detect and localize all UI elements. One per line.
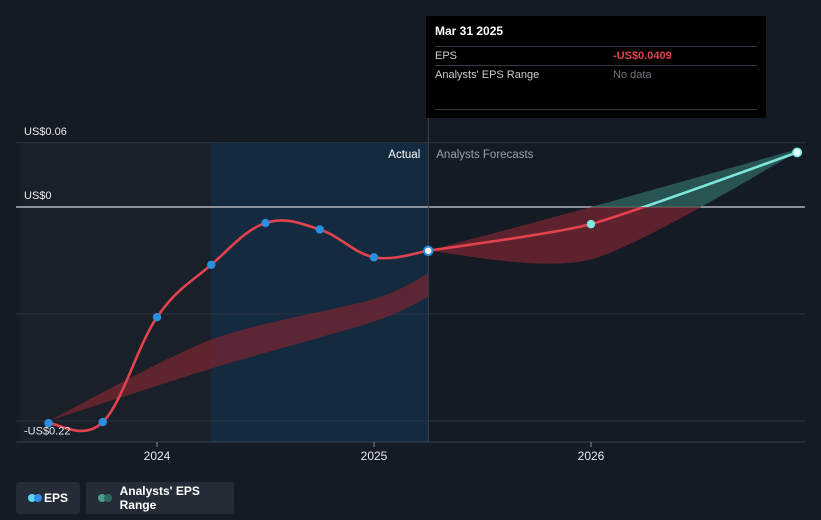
eps-points bbox=[44, 147, 803, 428]
eps-point bbox=[207, 260, 216, 269]
eps-line bbox=[47, 219, 430, 433]
y-axis-labels: US$0.06 US$0 -US$0.22 bbox=[24, 126, 70, 438]
tooltip-row-eps: EPS -US$0.0409 bbox=[435, 47, 757, 66]
tooltip-eps-value: -US$0.0409 bbox=[613, 50, 672, 62]
x-axis: 2024 2025 2026 bbox=[144, 442, 605, 463]
eps-forecast-point bbox=[586, 219, 596, 229]
x-tick-label: 2025 bbox=[361, 449, 388, 463]
y-axis-label: -US$0.22 bbox=[24, 425, 70, 437]
actual-label: Actual bbox=[388, 149, 420, 161]
eps-point-selected bbox=[423, 245, 434, 256]
tooltip-divider bbox=[435, 109, 757, 110]
forecast-label: Analysts Forecasts bbox=[436, 149, 533, 161]
eps-range-band bbox=[48, 273, 429, 421]
x-tick-label: 2024 bbox=[144, 449, 171, 463]
eps-point bbox=[98, 417, 107, 427]
y-axis-label: US$0 bbox=[24, 190, 52, 202]
legend-eps-range-label: Analysts' EPS Range bbox=[119, 484, 200, 512]
tooltip-range-value: No data bbox=[613, 69, 652, 81]
eps-point bbox=[261, 218, 270, 228]
tooltip-eps-label: EPS bbox=[435, 50, 458, 62]
eps-range-band-positive bbox=[591, 149, 798, 207]
tooltip-row-range: Analysts' EPS Range No data bbox=[435, 66, 757, 84]
tooltip-date: Mar 31 2025 bbox=[435, 24, 757, 47]
legend-eps-icon bbox=[28, 493, 42, 503]
eps-point bbox=[44, 418, 53, 428]
eps-point bbox=[315, 225, 324, 234]
legend-eps-label: EPS bbox=[43, 491, 68, 505]
eps-forecast-point bbox=[792, 147, 803, 158]
eps-point bbox=[369, 253, 379, 262]
legend-eps-range-button[interactable]: Analysts' EPS Range bbox=[86, 482, 234, 514]
tooltip: Mar 31 2025 EPS -US$0.0409 Analysts' EPS… bbox=[426, 16, 766, 118]
legend-eps-range-icon bbox=[98, 493, 112, 503]
y-axis-label: US$0.06 bbox=[24, 126, 67, 138]
eps-forecast-line-positive bbox=[639, 151, 799, 207]
eps-range-bands bbox=[48, 149, 798, 421]
eps-range-band bbox=[428, 207, 702, 264]
x-tick-label: 2026 bbox=[578, 449, 605, 463]
tooltip-range-label: Analysts' EPS Range bbox=[435, 69, 540, 81]
legend-eps-button[interactable]: EPS bbox=[16, 482, 80, 514]
eps-point bbox=[152, 313, 162, 322]
